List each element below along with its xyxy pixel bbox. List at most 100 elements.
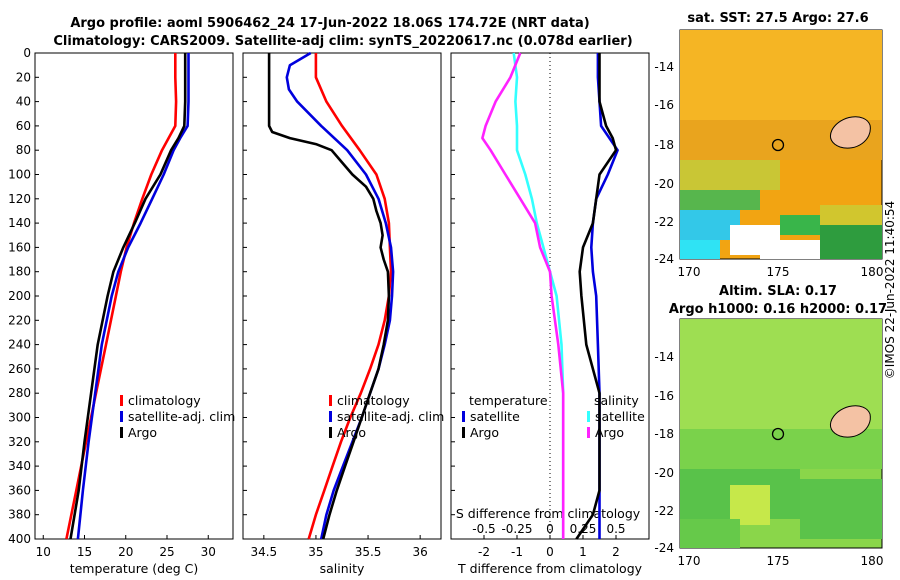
sla-lon-tick-label: 180 [861,554,884,568]
legend-title-temperature: temperature [469,393,548,408]
series-argo [69,53,187,540]
legend-label-climatology: climatology [337,393,410,408]
sst-lat-tick-label: -24 [654,252,674,266]
depth-tick-label: 60 [16,119,31,133]
depth-tick-label: 180 [8,265,31,279]
temperature-plot: 0 20 40 60 80 100 120 140 160 180 200 220 240 260 280 3… [8,46,234,576]
legend-swatch-satellite [120,411,123,422]
sst-map-cell [680,30,882,120]
legend-label-satellite: satellite-adj. clim [337,409,444,424]
depth-tick-label: 20 [16,70,31,84]
sla-lat-tick-label: -16 [654,389,674,403]
sst-map-cell [780,215,820,235]
sst-lat-tick-label: -20 [654,177,674,191]
depth-tick-label: 220 [8,313,31,327]
depth-tick-label: 340 [8,459,31,473]
x-tick-label: 10 [36,545,51,559]
x-axis-label: temperature (deg C) [70,561,199,576]
depth-tick-label: 0 [23,46,31,60]
sst-map-cell [820,205,882,225]
difference-plot: -2 -1 0 1 2 T difference from climatology S di… [450,52,650,576]
land-outline [829,116,871,149]
salinity-diff-tick-label: 0 [546,522,554,536]
legend-label-t-argo: Argo [470,425,499,440]
salinity-diff-axis-label: S difference from climatology [456,506,641,521]
legend-swatch-t-argo [462,427,465,438]
sla-map-cell [680,519,740,548]
depth-tick-label: 320 [8,435,31,449]
sla-lon-tick-label: 170 [678,554,701,568]
sst-map-cell [680,240,720,259]
legend-swatch-argo [120,427,123,438]
profile-plots: 0204060801001201401601802002202402602803… [8,46,650,576]
x-tick-label: -1 [511,545,523,559]
sst-lon-tick-label: 170 [678,265,701,279]
sla-lat-tick-label: -24 [654,541,674,555]
sst-lon-tick-label: 175 [767,265,790,279]
sst-lat-tick-label: -18 [654,138,674,152]
sla-map-cell [730,485,770,525]
legend-title-salinity: salinity [594,393,639,408]
depth-tick-label: 240 [8,338,31,352]
series-t-argo [575,53,618,540]
sst-lat-tick-label: -16 [654,98,674,112]
legend-label-argo: Argo [128,425,157,440]
x-tick-label: 30 [201,545,216,559]
x-axis-label: T difference from climatology [457,561,643,576]
legend-label-s-satellite: satellite [595,409,645,424]
sla-lon-tick-label: 175 [767,554,790,568]
legend-label-argo: Argo [337,425,366,440]
sla-map [679,318,883,549]
argo-float-marker [771,427,785,441]
x-tick-label: 35 [308,545,323,559]
sla-map-cells [680,319,882,548]
map-axis-ticks: -14 -14 -16 -16 -18 -18 -20 -20 -22 -22 -24 -24 170 1… [654,60,883,568]
legend-swatch-argo [329,427,332,438]
sla-map-title-1: Altim. SLA: 0.17 [719,284,837,299]
sst-map-cell [680,190,760,210]
series-argo [267,53,391,540]
sla-lat-tick-label: -18 [654,427,674,441]
depth-tick-label: 400 [8,532,31,546]
salinity-legend: climatology satellite-adj. clim Argo [329,393,444,440]
depth-tick-label: 40 [16,95,31,109]
x-tick-label: -2 [478,545,490,559]
temperature-legend: climatology satellite-adj. clim Argo [120,393,235,440]
legend-swatch-climatology [120,395,123,406]
x-tick-label: 35.5 [355,545,382,559]
depth-tick-label: 260 [8,362,31,376]
sst-map-cell [760,240,820,259]
sla-map-cell [800,479,882,539]
sla-lat-tick-label: -22 [654,504,674,518]
legend-label-s-argo: Argo [595,425,624,440]
salinity-diff-tick-label: 0.5 [606,522,625,536]
x-tick-label: 0 [546,545,554,559]
salinity-plot: 34.5 35 35.5 36 salinity [242,51,442,576]
x-tick-label: 25 [159,545,174,559]
sst-map-cell [820,225,882,259]
legend-label-t-satellite: satellite [470,409,520,424]
sst-map-cell [680,160,780,190]
sla-map-title-2: Argo h1000: 0.16 h2000: 0.17 [669,302,887,317]
depth-tick-label: 200 [8,289,31,303]
x-tick-label: 34.5 [250,545,277,559]
title-line-2: Climatology: CARS2009. Satellite-adj cli… [53,34,632,49]
sla-lat-tick-label: -14 [654,350,674,364]
x-tick-label: 1 [579,545,587,559]
legend-label-satellite: satellite-adj. clim [128,409,235,424]
depth-tick-label: 120 [8,192,31,206]
x-tick-label: 2 [612,545,620,559]
x-tick-label: 20 [118,545,133,559]
sst-lat-tick-label: -22 [654,215,674,229]
difference-legend: temperature satellite Argo salinity sate… [462,393,645,440]
series-s-argo [481,52,565,539]
x-axis-label: salinity [320,561,365,576]
sst-lon-tick-label: 180 [861,265,884,279]
x-tick-label: 36 [413,545,428,559]
sst-map-cells [680,30,882,259]
depth-tick-label: 160 [8,240,31,254]
temperature-axes-box [34,52,234,540]
depth-tick-label: 360 [8,483,31,497]
depth-tick-label: 280 [8,386,31,400]
